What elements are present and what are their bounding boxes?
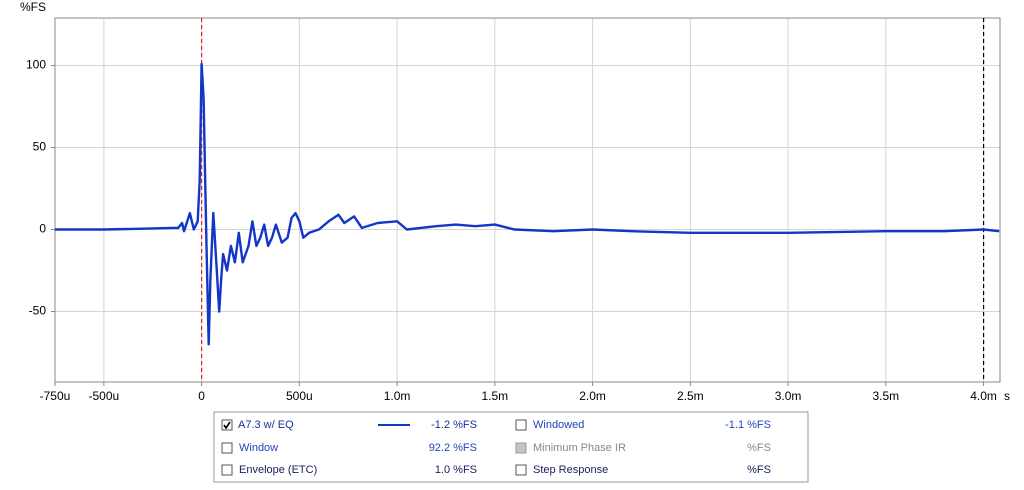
x-tick-label: 4.0m <box>970 389 997 403</box>
checkbox[interactable] <box>221 419 233 431</box>
checkbox[interactable] <box>515 464 527 476</box>
x-tick-label: -750u <box>40 389 71 403</box>
x-tick-label: 2.0m <box>579 389 606 403</box>
legend-label: Minimum Phase IR <box>533 442 626 454</box>
legend-readout: -1.1 %FS <box>725 419 771 431</box>
data-line <box>55 62 1000 346</box>
x-tick-label: -500u <box>89 389 120 403</box>
legend-label: Windowed <box>533 419 584 431</box>
legend-readout: -1.2 %FS <box>431 419 477 431</box>
x-axis-label: s <box>1004 389 1010 403</box>
x-tick-label: 1.0m <box>384 389 411 403</box>
legend-label: Envelope (ETC) <box>239 464 317 476</box>
x-tick-label: 1.5m <box>482 389 509 403</box>
checkbox[interactable] <box>515 442 527 454</box>
legend-label: Window <box>239 442 278 454</box>
legend-box <box>213 411 809 483</box>
legend-label: A7.3 w/ EQ <box>238 419 294 431</box>
y-tick-label: 100 <box>26 58 46 72</box>
y-tick-label: 50 <box>33 140 47 154</box>
checkmark <box>223 421 231 430</box>
y-tick-label: -50 <box>29 304 47 318</box>
legend-label: Step Response <box>533 464 608 476</box>
checkbox[interactable] <box>221 464 233 476</box>
y-axis-label: %FS <box>20 0 46 14</box>
legend-readout: 92.2 %FS <box>429 442 477 454</box>
x-tick-label: 2.5m <box>677 389 704 403</box>
y-tick-label: 0 <box>39 222 46 236</box>
x-tick-label: 500u <box>286 389 313 403</box>
legend-readout: %FS <box>747 464 771 476</box>
legend-readout: 1.0 %FS <box>435 464 477 476</box>
x-tick-label: 3.5m <box>872 389 899 403</box>
x-tick-label: 0 <box>198 389 205 403</box>
x-tick-label: 3.0m <box>775 389 802 403</box>
plot-frame <box>54 17 1001 383</box>
plot-area <box>54 17 1001 383</box>
checkbox[interactable] <box>221 442 233 454</box>
legend-readout: %FS <box>747 442 771 454</box>
checkbox[interactable] <box>515 419 527 431</box>
